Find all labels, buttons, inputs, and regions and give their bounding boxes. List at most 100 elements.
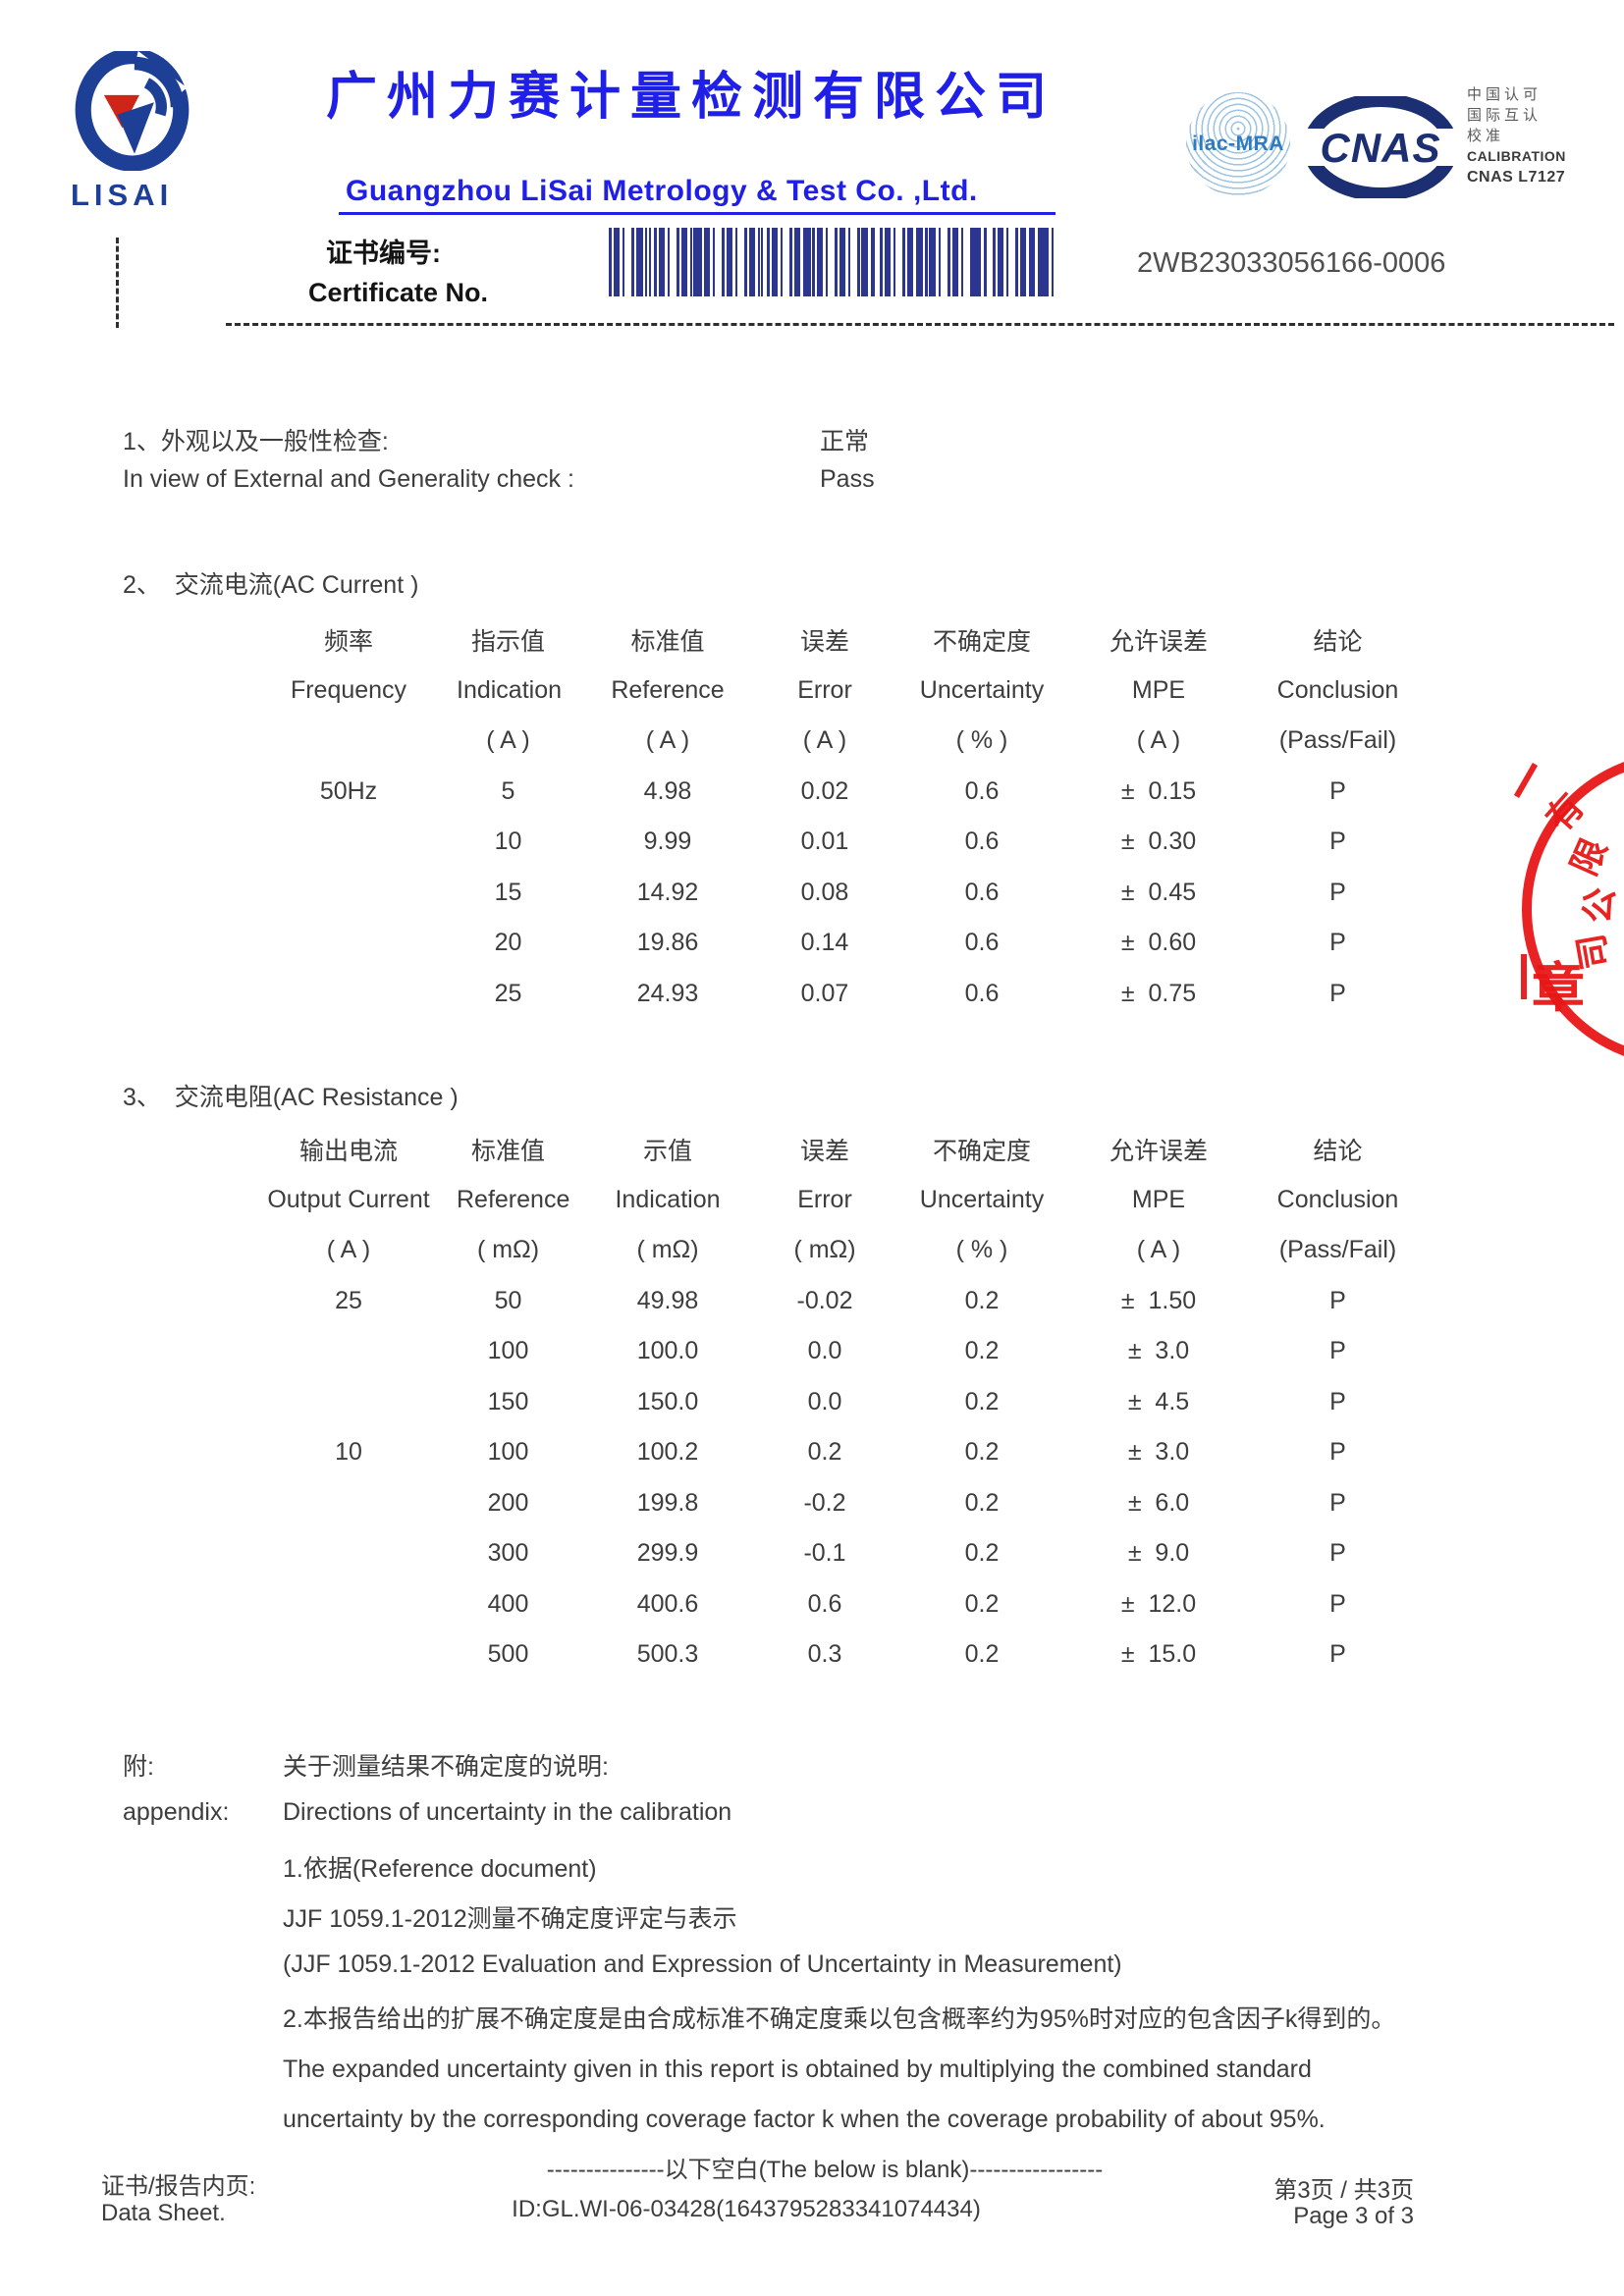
- table-cell: 10: [494, 828, 522, 856]
- table-cell: 9.99: [643, 828, 692, 856]
- table-cell: Conclusion: [1276, 1185, 1399, 1213]
- table-cell: P: [1329, 776, 1346, 805]
- table-cell: 指示值: [470, 627, 545, 656]
- table-cell: P: [1329, 1539, 1346, 1568]
- footer-label-en: Data Sheet.: [101, 2200, 226, 2226]
- section-ac-resistance-title: 3、 交流电阻(AC Resistance ): [123, 1084, 459, 1111]
- table-cell: 300: [487, 1539, 529, 1568]
- left-cut-dashes: [116, 238, 119, 328]
- table-cell: ± 15.0: [1120, 1640, 1197, 1669]
- table-row: 频率 指示值 标准值 误差 不确定度 允许误差 结论: [241, 614, 1448, 666]
- check-line-cn: 1、外观以及一般性检查:: [123, 428, 389, 455]
- table-cell: 0.0: [807, 1387, 842, 1415]
- table-cell: Output Current: [267, 1185, 430, 1213]
- table-row: 500 500.3 0.3 0.2 ± 15.0 P: [241, 1629, 1448, 1681]
- table-cell: 100.0: [636, 1337, 699, 1365]
- table-cell: Uncertainty: [919, 1185, 1045, 1213]
- table-cell: Frequency: [290, 675, 407, 704]
- table-row: 输出电流 标准值 示值 误差 不确定度 允许误差 结论: [241, 1124, 1448, 1175]
- table-cell: ± 0.30: [1120, 828, 1197, 856]
- table-cell: 400.6: [636, 1589, 699, 1618]
- appendix-line-jjf-en: (JJF 1059.1-2012 Evaluation and Expressi…: [283, 1950, 1122, 1978]
- table-row: 100 100.0 0.0 0.2 ± 3.0 P: [241, 1326, 1448, 1377]
- table-cell: ( % ): [955, 1236, 1008, 1264]
- table-cell: 0.02: [800, 776, 849, 805]
- table-cell: 100.2: [636, 1438, 699, 1467]
- table-cell: ( A ): [645, 726, 690, 755]
- table-cell: 10: [335, 1438, 362, 1467]
- table-cell: ± 0.75: [1120, 979, 1197, 1007]
- accreditation-line-cn1: 中国认可: [1467, 86, 1543, 103]
- table-cell: ± 1.50: [1120, 1286, 1197, 1314]
- lisai-logo-text: LISAI: [71, 178, 174, 212]
- table-cell: ( A ): [486, 726, 530, 755]
- table-cell: 4.98: [643, 776, 692, 805]
- footer-label-cn: 证书/报告内页:: [101, 2173, 256, 2200]
- table-cell: 200: [487, 1488, 529, 1517]
- table-cell: 0.6: [964, 776, 1000, 805]
- table-cell: 0.08: [800, 878, 849, 906]
- table-cell: 0.2: [964, 1438, 1000, 1467]
- table-cell: Indication: [457, 675, 563, 704]
- accreditation-cnas-number: CNAS L7127: [1467, 169, 1566, 186]
- table-cell: ( A ): [326, 1236, 371, 1264]
- table-cell: P: [1329, 1589, 1346, 1618]
- table-cell: 15: [494, 878, 522, 906]
- table-cell: 结论: [1313, 1137, 1363, 1165]
- cnas-logo-text: CNAS: [1320, 125, 1440, 171]
- ac-resistance-table-body: 25 50 49.98 -0.02 0.2 ± 1.50 P 100 100.0 0.0 0.2 ± …: [241, 1276, 1448, 1681]
- table-cell: ± 3.0: [1127, 1337, 1190, 1365]
- ilac-mra-logo: ilac-MRA: [1186, 92, 1290, 196]
- table-cell: 100: [487, 1438, 529, 1467]
- table-cell: ± 6.0: [1127, 1488, 1190, 1517]
- table-cell: ( % ): [955, 726, 1008, 755]
- table-cell: 150: [487, 1387, 529, 1415]
- table-cell: Error: [797, 675, 852, 704]
- appendix-line1-en: Directions of uncertainty in the calibra…: [283, 1798, 732, 1826]
- table-row: 25 24.93 0.07 0.6 ± 0.75 P: [241, 969, 1448, 1020]
- table-cell: 25: [494, 979, 522, 1007]
- table-cell: 示值: [642, 1137, 692, 1165]
- table-row: 25 50 49.98 -0.02 0.2 ± 1.50 P: [241, 1276, 1448, 1327]
- appendix-label-cn: 附:: [123, 1753, 154, 1781]
- table-cell: 误差: [799, 1137, 849, 1165]
- table-cell: 0.2: [964, 1488, 1000, 1517]
- table-cell: Uncertainty: [919, 675, 1045, 704]
- table-cell: 14.92: [636, 878, 699, 906]
- appendix-line1-cn: 关于测量结果不确定度的说明:: [283, 1753, 609, 1781]
- table-cell: 允许误差: [1109, 1137, 1208, 1165]
- table-cell: 0.2: [964, 1539, 1000, 1568]
- stamp-partial-stroke: [1521, 954, 1527, 999]
- section-ac-current-title: 2、 交流电流(AC Current ): [123, 571, 419, 599]
- table-cell: P: [1329, 1488, 1346, 1517]
- table-cell: 0.6: [964, 828, 1000, 856]
- table-cell: 400: [487, 1589, 529, 1618]
- table-cell: 50: [494, 1286, 522, 1314]
- separator-dashed-line: [226, 323, 1614, 326]
- table-row: 50Hz 5 4.98 0.02 0.6 ± 0.15 P: [241, 767, 1448, 818]
- certificate-label-en: Certificate No.: [308, 278, 489, 307]
- table-cell: Error: [797, 1185, 852, 1213]
- table-row: ( A ) ( A ) ( A ) ( % ) ( A ) (Pass/Fail): [241, 716, 1448, 767]
- table-cell: ± 0.45: [1120, 878, 1197, 906]
- table-row: 15 14.92 0.08 0.6 ± 0.45 P: [241, 868, 1448, 919]
- table-cell: 结论: [1313, 627, 1363, 656]
- ac-current-table: 频率 指示值 标准值 误差 不确定度 允许误差 结论 Frequency Indication R…: [241, 614, 1448, 1019]
- table-cell: 0.2: [964, 1337, 1000, 1365]
- table-cell: 25: [335, 1286, 362, 1314]
- table-cell: 20: [494, 929, 522, 957]
- appendix-label-en: appendix:: [123, 1798, 230, 1826]
- table-cell: 0.01: [800, 828, 849, 856]
- ac-current-table-body: 50Hz 5 4.98 0.02 0.6 ± 0.15 P 10 9.99 0.01 0.6 ± 0.…: [241, 767, 1448, 1020]
- appendix-line-expanded-en2: uncertainty by the corresponding coverag…: [283, 2106, 1326, 2133]
- table-cell: Reference: [611, 675, 725, 704]
- table-cell: -0.02: [796, 1286, 853, 1314]
- table-cell: (Pass/Fail): [1278, 1236, 1397, 1264]
- table-cell: ± 4.5: [1127, 1387, 1190, 1415]
- table-cell: 0.2: [964, 1286, 1000, 1314]
- table-row: 400 400.6 0.6 0.2 ± 12.0 P: [241, 1579, 1448, 1630]
- table-row: 300 299.9 -0.1 0.2 ± 9.0 P: [241, 1528, 1448, 1579]
- table-cell: 0.0: [807, 1337, 842, 1365]
- table-row: Output Current Reference Indication Error Un…: [241, 1175, 1448, 1226]
- table-cell: Indication: [615, 1185, 721, 1213]
